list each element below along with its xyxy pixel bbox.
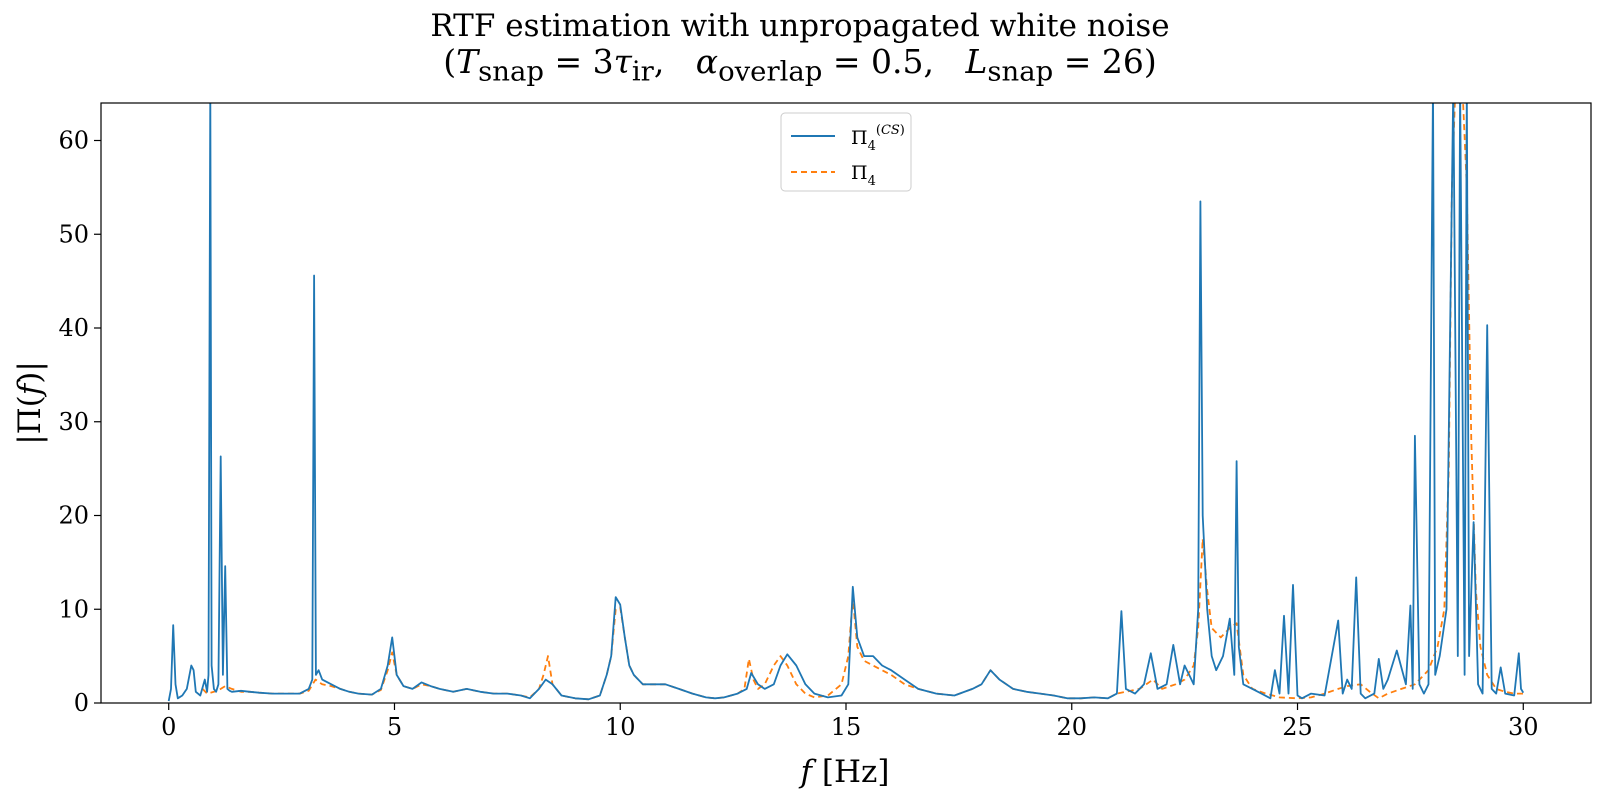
series-line-1: [167, 103, 1525, 702]
chart-title: RTF estimation with unpropagated white n…: [430, 8, 1170, 44]
y-tick-label: 10: [58, 595, 89, 623]
x-axis: 0 5 10 15 20 25 30: [161, 703, 1539, 741]
chart-subtitle: (Tsnap = 3τir, αoverlap = 0.5, Lsnap = 2…: [443, 42, 1157, 88]
plot-frame: [100, 102, 1592, 704]
y-tick-label: 30: [58, 408, 89, 436]
legend: Π4(CS) Π4: [780, 112, 912, 192]
y-tick-label: 0: [74, 689, 89, 717]
x-tick-label: 25: [1282, 713, 1313, 741]
plot-lines: [167, 103, 1525, 702]
x-axis-label: f [Hz]: [799, 754, 890, 790]
y-axis-label: |Π(f)|: [12, 361, 48, 445]
x-tick-label: 20: [1056, 713, 1087, 741]
y-tick-label: 50: [58, 220, 89, 248]
y-tick-label: 20: [58, 502, 89, 530]
y-tick-label: 40: [58, 314, 89, 342]
x-tick-label: 15: [831, 713, 862, 741]
y-axis: 0 10 20 30 40 50 60: [58, 127, 101, 717]
x-tick-label: 10: [605, 713, 636, 741]
x-tick-label: 5: [387, 713, 402, 741]
x-tick-label: 30: [1508, 713, 1539, 741]
x-tick-label: 0: [161, 713, 176, 741]
y-tick-label: 60: [58, 127, 89, 155]
